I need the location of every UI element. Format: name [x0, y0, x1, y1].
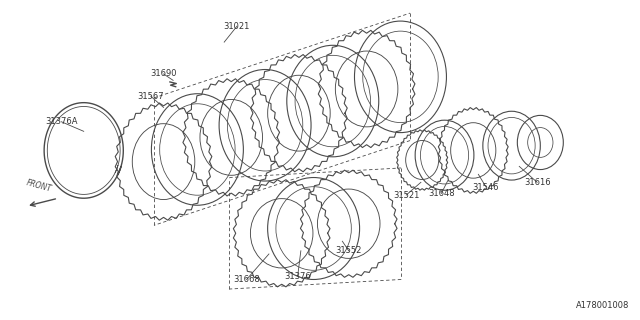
Text: 31668: 31668 [233, 275, 260, 284]
Text: 31567: 31567 [138, 92, 164, 101]
Text: A178001008: A178001008 [577, 301, 630, 310]
Text: 31376A: 31376A [45, 117, 77, 126]
Text: 31376: 31376 [284, 272, 311, 281]
Text: 31021: 31021 [224, 22, 250, 31]
Text: 31546: 31546 [473, 183, 499, 192]
Text: 31552: 31552 [335, 246, 362, 255]
Text: 31521: 31521 [393, 190, 419, 200]
Text: 31648: 31648 [428, 189, 454, 198]
Text: 31690: 31690 [150, 69, 177, 78]
Text: FRONT: FRONT [26, 178, 52, 194]
Text: 31616: 31616 [524, 178, 550, 187]
